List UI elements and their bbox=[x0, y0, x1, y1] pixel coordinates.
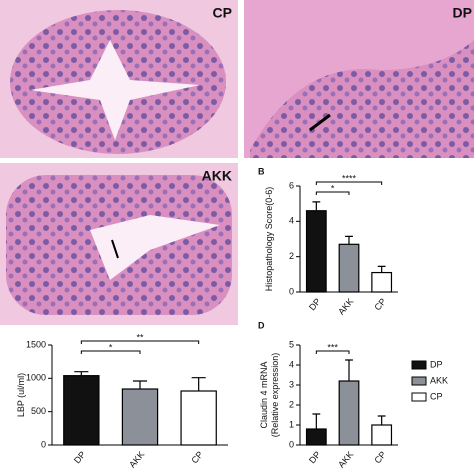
y-axis-label: LBP (ul/ml) bbox=[16, 373, 26, 417]
y-tick-label: 2 bbox=[289, 399, 294, 409]
legend-label: AKK bbox=[430, 375, 448, 385]
y-tick-label: 5 bbox=[289, 339, 294, 349]
bar bbox=[121, 388, 159, 446]
bar bbox=[338, 243, 360, 293]
y-tick-label: 500 bbox=[31, 406, 46, 416]
x-tick-label: AKK bbox=[336, 449, 355, 469]
y-tick-label: 0 bbox=[289, 286, 294, 296]
histology-dp: DP bbox=[244, 0, 474, 158]
x-tick-label: AKK bbox=[127, 449, 146, 469]
significance-label: *** bbox=[327, 342, 338, 352]
error-bar bbox=[312, 413, 321, 429]
error-bar bbox=[191, 377, 206, 391]
error-bar bbox=[312, 201, 321, 211]
x-tick-label: CP bbox=[372, 449, 388, 465]
error-bar bbox=[377, 265, 386, 273]
significance-bracket bbox=[315, 181, 383, 185]
y-tick-label: 0 bbox=[41, 439, 46, 449]
error-bar bbox=[345, 235, 353, 245]
histology-akk: AKK bbox=[0, 163, 238, 325]
y-tick-label: 6 bbox=[289, 180, 294, 190]
bar bbox=[371, 424, 393, 446]
bar bbox=[63, 375, 100, 446]
y-tick-label: 1000 bbox=[26, 373, 46, 383]
y-axis-label: Histopathology Score(0-6) bbox=[264, 187, 274, 292]
legend-label: CP bbox=[430, 391, 443, 401]
bar bbox=[180, 390, 217, 446]
y-axis-label: Claudin 4 mRNA(Relative expression) bbox=[259, 353, 280, 438]
y-tick-label: 4 bbox=[289, 216, 294, 226]
image-label: CP bbox=[213, 5, 232, 21]
y-tick-label: 0 bbox=[289, 439, 294, 449]
y-tick-label: 3 bbox=[289, 379, 294, 389]
error-bar bbox=[74, 371, 89, 376]
legend-swatch bbox=[411, 360, 427, 370]
significance-bracket bbox=[80, 350, 141, 354]
legend-label: DP bbox=[430, 359, 443, 369]
bar bbox=[338, 380, 360, 446]
significance-label: **** bbox=[342, 173, 357, 183]
legend-swatch bbox=[411, 376, 427, 386]
significance-label: ** bbox=[136, 332, 144, 342]
x-tick-label: DP bbox=[72, 449, 88, 465]
x-tick-label: CP bbox=[372, 296, 388, 312]
significance-label: * bbox=[331, 183, 335, 193]
histology-cp: CP bbox=[0, 0, 238, 158]
significance-bracket bbox=[80, 340, 200, 344]
bar bbox=[371, 271, 393, 293]
error-bar bbox=[345, 359, 353, 381]
y-tick-label: 4 bbox=[289, 359, 294, 369]
bar bbox=[305, 428, 327, 446]
image-label: DP bbox=[453, 5, 472, 21]
x-tick-label: DP bbox=[307, 449, 323, 465]
error-bar bbox=[377, 415, 386, 425]
image-label: AKK bbox=[202, 168, 232, 184]
bar bbox=[305, 210, 327, 293]
error-bar bbox=[132, 380, 148, 389]
y-tick-label: 1 bbox=[289, 419, 294, 429]
x-tick-label: CP bbox=[189, 449, 205, 465]
significance-bracket bbox=[315, 191, 350, 195]
panel-label: B bbox=[258, 166, 265, 176]
y-tick-label: 1500 bbox=[26, 339, 46, 349]
legend-swatch bbox=[411, 392, 427, 402]
significance-label: * bbox=[109, 342, 113, 352]
y-tick-label: 2 bbox=[289, 251, 294, 261]
x-tick-label: DP bbox=[307, 296, 323, 312]
significance-bracket bbox=[315, 350, 350, 354]
panel-label: D bbox=[258, 320, 265, 330]
x-tick-label: AKK bbox=[336, 296, 355, 316]
